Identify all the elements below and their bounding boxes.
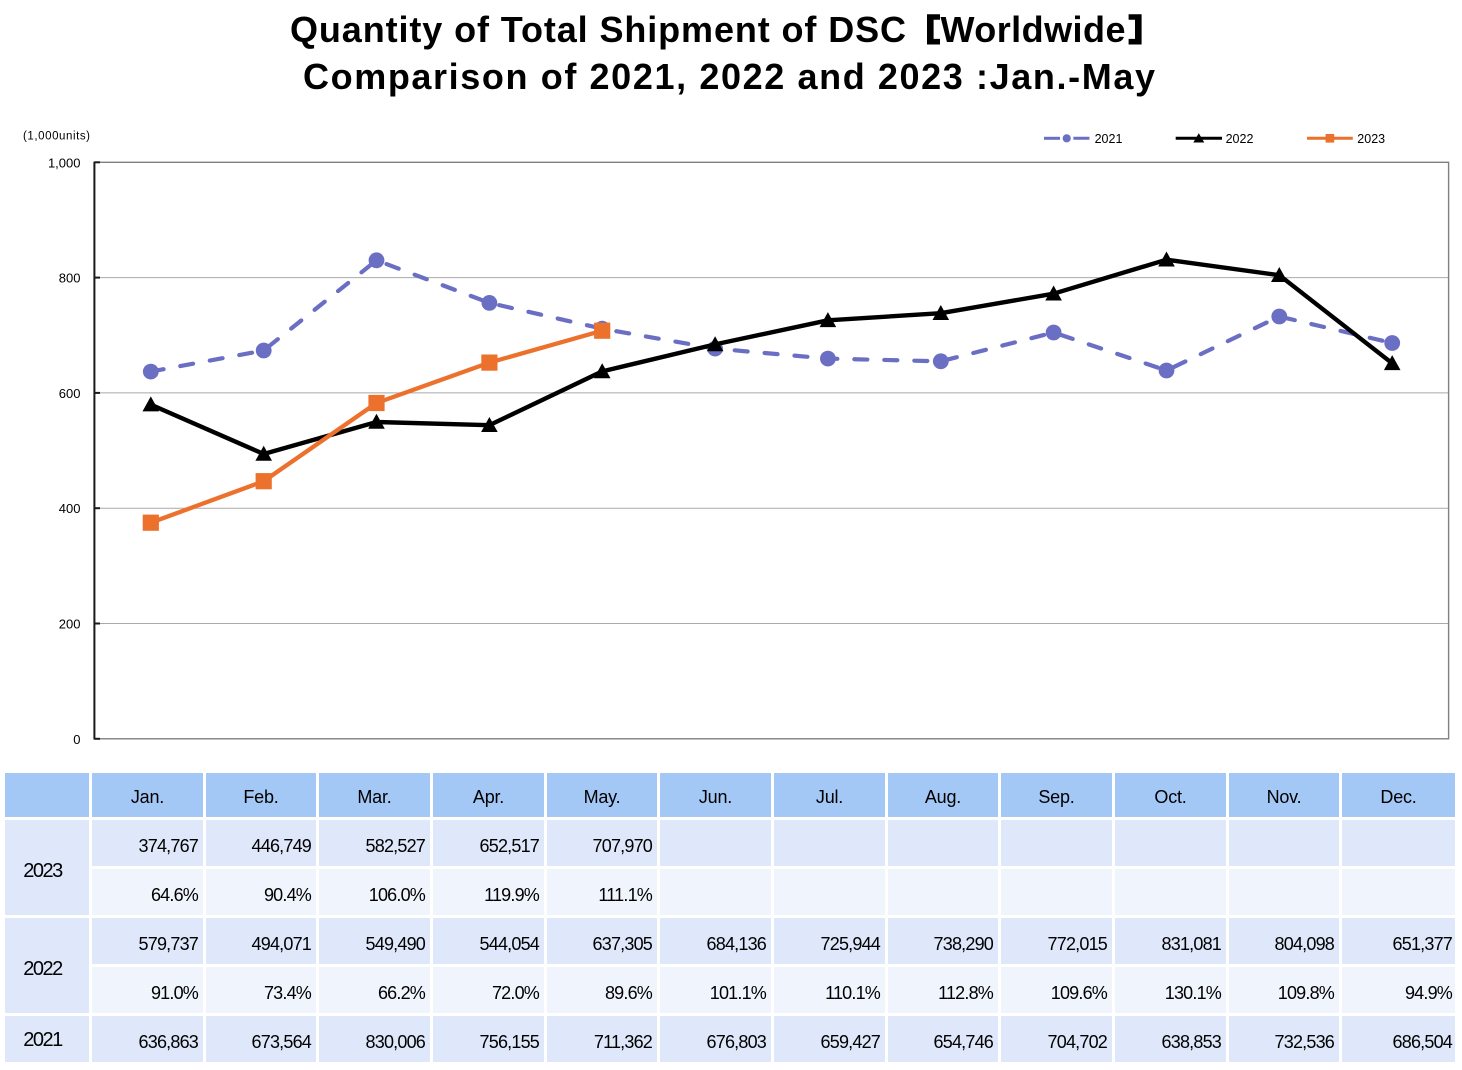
svg-text:Comparison of 2021, 2022 and 2: Comparison of 2021, 2022 and 2023 :Jan.-…: [303, 56, 1155, 97]
svg-text:800: 800: [59, 271, 81, 286]
svg-text:2022: 2022: [1226, 132, 1254, 146]
svg-text:2023: 2023: [1357, 132, 1385, 146]
svg-text:2021: 2021: [1095, 132, 1123, 146]
svg-text:400: 400: [59, 501, 81, 516]
svg-text:0: 0: [73, 732, 80, 747]
svg-text:(1,000units): (1,000units): [23, 131, 90, 143]
svg-text:200: 200: [59, 617, 81, 632]
svg-text:Quantity of Total Shipment of: Quantity of Total Shipment of DSC: [290, 9, 906, 50]
svg-text:600: 600: [59, 386, 81, 401]
svg-text:Worldwide: Worldwide: [941, 9, 1126, 50]
svg-text:1,000: 1,000: [48, 155, 81, 170]
